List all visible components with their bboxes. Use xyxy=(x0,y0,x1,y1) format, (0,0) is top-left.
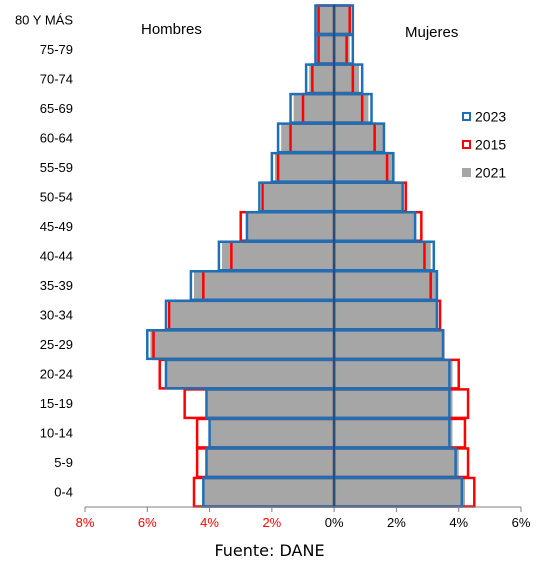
age-group-label: 55-59 xyxy=(40,160,73,175)
left-side-label: Hombres xyxy=(141,21,202,38)
axes-layer: 8% 6% 4% 2% 0% 2% 4% 6% 80 Y MÁS 75-79 70-74 65-69 6… xyxy=(15,5,531,530)
age-group-label: 50-54 xyxy=(40,189,73,204)
right-side-label: Mujeres xyxy=(405,24,458,41)
bar-2021-women xyxy=(334,477,465,507)
bar-2021-women xyxy=(334,448,459,477)
bar-2021-men xyxy=(165,359,335,389)
x-tick-label: 6% xyxy=(512,515,531,530)
bar-2021-women xyxy=(334,212,416,241)
bar-2021-men xyxy=(169,300,335,330)
bar-2021-women xyxy=(334,271,437,300)
age-group-label: 60-64 xyxy=(40,130,73,145)
age-group-label: 70-74 xyxy=(40,71,73,86)
bar-2021-women xyxy=(334,359,453,389)
age-group-label: 80 Y MÁS xyxy=(15,12,73,27)
bar-2021-men xyxy=(203,477,335,507)
bar-2021-women xyxy=(334,300,437,330)
bar-2021-women xyxy=(334,64,360,94)
bar-2021-women xyxy=(334,123,384,153)
age-group-label: 0-4 xyxy=(54,485,73,500)
bar-2021-women xyxy=(334,153,394,182)
x-tick-label: 0% xyxy=(325,515,344,530)
age-group-label: 15-19 xyxy=(40,396,73,411)
x-tick-label: 4% xyxy=(200,515,219,530)
legend-label-2023: 2023 xyxy=(475,109,506,125)
bar-2021-women xyxy=(334,330,444,359)
bar-2021-men xyxy=(293,94,335,123)
legend-swatch-2021 xyxy=(462,168,471,177)
age-group-label: 35-39 xyxy=(40,278,73,293)
bar-2021-women xyxy=(334,241,431,271)
bar-2021-women xyxy=(334,182,403,212)
source-note: Fuente: DANE xyxy=(214,541,325,560)
x-tick-label: 2% xyxy=(387,515,406,530)
bar-2021-men xyxy=(222,241,335,271)
age-group-label: 40-44 xyxy=(40,249,73,264)
bar-2021-men xyxy=(206,448,335,477)
bar-2021-men xyxy=(315,35,335,64)
legend-label-2021: 2021 xyxy=(475,165,506,181)
age-group-label: 25-29 xyxy=(40,337,73,352)
bar-2021-men xyxy=(150,330,335,359)
x-tick-label: 6% xyxy=(138,515,157,530)
age-group-label: 5-9 xyxy=(54,455,73,470)
age-group-label: 45-49 xyxy=(40,219,73,234)
age-group-label: 10-14 xyxy=(40,426,73,441)
bars-layer xyxy=(146,4,476,508)
bar-2021-women xyxy=(334,5,350,35)
legend-swatch-2023 xyxy=(462,112,471,121)
bar-2021-men xyxy=(274,153,335,182)
population-pyramid-chart: 8% 6% 4% 2% 0% 2% 4% 6% 80 Y MÁS 75-79 70-74 65-69 6… xyxy=(15,4,531,530)
bar-2021-women xyxy=(334,389,453,418)
age-group-label: 65-69 xyxy=(40,101,73,116)
legend-label-2015: 2015 xyxy=(475,137,506,153)
bar-2021-men xyxy=(194,271,335,300)
age-group-label: 75-79 xyxy=(40,42,73,57)
age-group-label: 20-24 xyxy=(40,367,73,382)
x-tick-label: 2% xyxy=(262,515,281,530)
bar-2021-men xyxy=(246,212,335,241)
bar-2021-men xyxy=(209,418,335,448)
legend: 2023 2015 2021 xyxy=(462,109,506,181)
bar-2021-men xyxy=(262,182,335,212)
legend-swatch-2015 xyxy=(462,140,471,149)
bar-2021-men xyxy=(206,389,335,418)
bar-2021-men xyxy=(281,123,335,153)
age-group-label: 30-34 xyxy=(40,308,73,323)
bar-2021-women xyxy=(334,418,453,448)
bar-2021-men xyxy=(315,5,335,35)
x-tick-label: 4% xyxy=(449,515,468,530)
x-tick-label: 8% xyxy=(76,515,95,530)
